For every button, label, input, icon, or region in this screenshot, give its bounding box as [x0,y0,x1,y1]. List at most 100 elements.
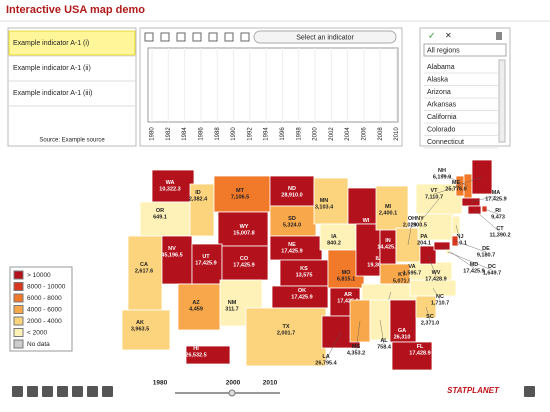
trash-icon[interactable] [496,32,502,40]
year-label: 1984 [182,127,188,141]
state[interactable] [185,345,231,365]
region-item[interactable]: Arizona [427,89,451,96]
state-abbr: VA [408,264,415,270]
state-abbr: MD [470,262,479,268]
state[interactable] [217,211,269,247]
state[interactable] [375,185,409,231]
timeline-label: 2000 [226,380,241,387]
year-label: 1998 [296,127,302,141]
state-value: 649.1 [153,214,167,220]
state[interactable] [139,201,191,237]
state[interactable] [391,341,433,371]
state-abbr: MO [342,270,352,276]
indicator-item[interactable]: Example indicator A-1 (ii) [13,65,91,72]
toolbar-button[interactable] [102,386,113,397]
year-label: 1990 [231,127,237,141]
state[interactable] [417,213,455,241]
state-abbr: MS [352,344,361,350]
tool-icon[interactable] [160,32,170,42]
tool-icon[interactable] [192,32,202,42]
state-abbr: NC [436,294,444,300]
state-abbr: HI [193,346,199,352]
region-filter[interactable] [423,43,507,57]
indicator-item[interactable]: Example indicator A-1 (i) [13,40,89,47]
leader-line [484,208,499,215]
state-value: 45,196.5 [161,252,182,258]
dropdown-label: Select an indicator [296,34,354,41]
selected-row [8,30,136,56]
state-abbr: CT [496,226,504,232]
state-abbr: ME [452,180,461,186]
legend-label: 8000 - 10000 [27,284,66,291]
state-value: 13,575 [296,272,313,278]
state-abbr: RI [495,208,501,214]
check-icon[interactable]: ✓ [428,30,436,40]
close-icon[interactable]: ✕ [445,31,452,40]
state-value: 11,390.2 [489,232,510,238]
state[interactable] [127,235,163,315]
region-item[interactable]: Arkansas [427,101,457,108]
tool-icon[interactable] [224,32,234,42]
toolbar-button[interactable] [12,386,23,397]
state-value: 311.7 [225,306,238,312]
tool-icon[interactable] [176,32,186,42]
state[interactable] [221,245,269,281]
year-label: 2004 [345,127,351,141]
toolbar-button[interactable] [42,386,53,397]
legend-swatch [13,305,24,314]
state[interactable] [189,183,215,237]
state[interactable] [151,169,195,203]
region-item[interactable]: Colorado [427,126,456,133]
state-value: 17,425.9 [281,248,302,254]
state[interactable] [161,235,193,285]
state-value: 17,428.9 [409,350,430,356]
leader-line [407,221,413,246]
leader-line [447,251,493,271]
leader-line [325,331,342,361]
state-value: 17,425.9 [337,298,358,304]
region-item[interactable]: Connecticut [427,139,464,146]
state[interactable] [245,307,327,367]
state[interactable] [319,223,357,251]
state[interactable] [213,175,271,213]
state-abbr: CO [240,256,249,262]
state[interactable] [191,243,223,285]
region-item[interactable]: Alabama [427,64,455,71]
tool-icon[interactable] [144,32,154,42]
state-value: 17,425.9 [485,196,506,202]
state-abbr: IN [385,238,391,244]
toolbar-button[interactable] [87,386,98,397]
leader-line [355,320,361,351]
state-value: 1,649.7 [483,270,501,276]
leader-line [455,224,461,241]
state[interactable] [177,283,221,331]
toolbar-button[interactable] [57,386,68,397]
indicator-dropdown[interactable] [253,30,397,44]
tool-icon[interactable] [208,32,218,42]
region-item[interactable]: California [427,114,457,121]
state-abbr: IL [376,256,382,262]
toolbar-button[interactable] [27,386,38,397]
state[interactable] [355,223,381,277]
timeline-label: 1980 [153,380,168,387]
leader-line [427,254,437,277]
slider-handle[interactable] [228,389,236,397]
state-value: 6,199.9 [433,174,451,180]
state[interactable] [121,309,171,351]
state-abbr: MT [236,188,245,194]
toolbar-button[interactable] [72,386,83,397]
state[interactable] [279,259,329,287]
expand-button[interactable] [524,386,535,397]
year-label: 2010 [394,127,400,141]
leader-line [432,287,441,301]
region-item[interactable]: Alaska [427,76,448,83]
state-value: 9,180.7 [477,252,495,258]
indicator-item[interactable]: Example indicator A-1 (iii) [13,90,92,97]
brand: STATPLANET [447,386,500,395]
year-label: 2008 [378,127,384,141]
leader-line [455,176,483,187]
title: Interactive USA map demo [6,4,145,16]
tool-icon[interactable] [240,32,250,42]
state-abbr: AK [136,320,144,326]
scrollbar[interactable] [498,59,506,143]
